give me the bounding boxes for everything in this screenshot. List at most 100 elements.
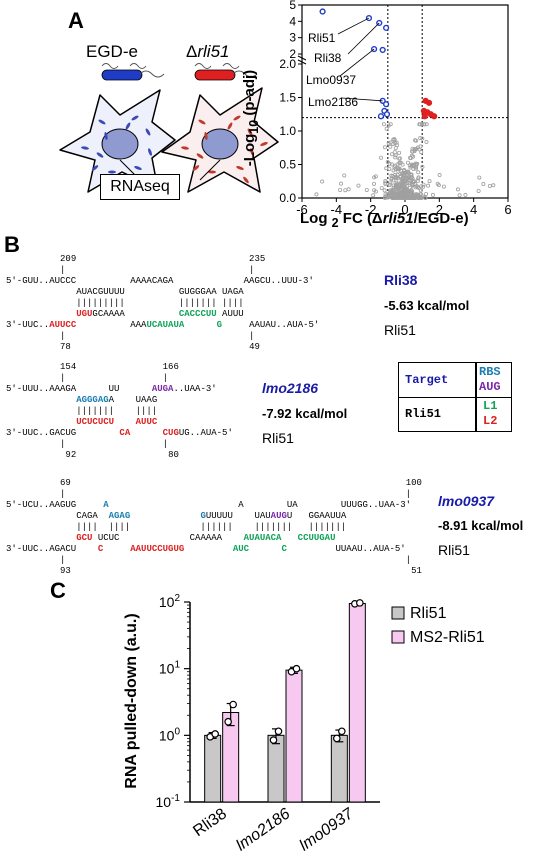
volcano-point-ns (424, 140, 429, 145)
volcano-point-ns (409, 175, 414, 180)
lmo0937-pos-100: 100 (405, 478, 422, 488)
legend-rbs-label: RBS (479, 365, 501, 379)
rli38-pos-78: 78 (60, 342, 71, 352)
volcano-point-ns (457, 193, 462, 198)
volcano-point-ns (402, 193, 407, 198)
volcano-point-ns (391, 168, 396, 173)
lmo2186-pos-154: 154 (60, 362, 77, 372)
volcano-point-ns (409, 153, 414, 158)
volcano-xtick-label: 4 (470, 202, 477, 217)
rli38-pos-209: 209 (60, 254, 77, 264)
volcano-point-ns (426, 183, 431, 188)
volcano-point-ns (379, 155, 384, 160)
volcano-point-ns (414, 138, 419, 143)
legend-aug-label: AUG (479, 380, 501, 394)
volcano-point-ns (414, 184, 419, 189)
volcano-point-ns (364, 187, 369, 192)
volcano-point-ns (320, 179, 325, 184)
replicate-point (274, 727, 283, 736)
volcano-point-ns (441, 184, 446, 189)
volcano-point-ns (403, 178, 408, 183)
volcano-point-up (421, 113, 428, 120)
volcano-point-ns (430, 192, 435, 197)
lmo0937-top-positions: 69 100 (6, 478, 422, 489)
volcano-point-ns (384, 166, 389, 171)
legend-target-label: Target (405, 373, 449, 387)
volcano-point-ns (405, 160, 410, 165)
volcano-point-ns (400, 171, 405, 176)
bar-category-label: Rli38 (190, 805, 230, 840)
lmo0937-pos-69: 69 (60, 478, 71, 488)
lmo0937-line1: 5'-UCU..AAGUG A A UA UUUGG..UAA-3' (6, 500, 412, 510)
volcano-point-ns (371, 193, 376, 198)
volcano-point-down (383, 111, 391, 118)
volcano-point-ns (391, 183, 396, 188)
bar-ytick-label: 10-1 (156, 793, 181, 810)
volcano-annotation: Lmo0937 (306, 73, 356, 87)
bar-rli51 (204, 734, 222, 803)
volcano-point-ns (390, 152, 395, 157)
volcano-annotation: Rli51 (308, 31, 336, 45)
volcano-point-ns (387, 166, 392, 171)
annotation-leader (347, 22, 380, 55)
volcano-point-ns (386, 195, 391, 200)
volcano-point-ns (381, 122, 386, 127)
volcano-point-ns (481, 182, 486, 187)
bar-ytick-label: 101 (159, 660, 181, 677)
rli38-title: Rli38 (384, 272, 418, 288)
lmo2186-bottom-positions: 92 80 (6, 450, 178, 461)
seq-l1: G (216, 320, 223, 330)
host-cell-right (161, 87, 279, 193)
volcano-point-ns (414, 164, 419, 169)
volcano-point-ns (342, 173, 347, 178)
volcano-point-ns (373, 174, 378, 179)
panel-label-b: B (4, 232, 20, 257)
sequence-legend: Target RBS AUG Rli51 L1 L2 (398, 362, 512, 432)
rli38-line5: 3'-UUC..AUUCC AAAUCAUAUA G AAUAU..AUA-5' (6, 320, 319, 331)
volcano-point-up (431, 113, 438, 120)
lmo2186-energy: -7.92 kcal/mol (262, 406, 348, 421)
lmo0937-pos-51: 51 (411, 566, 422, 576)
lmo0937-bottom-ticks: | | (6, 555, 412, 565)
volcano-point-ns (403, 173, 408, 178)
volcano-point-ns (455, 187, 460, 192)
volcano-point-ns (390, 195, 395, 200)
lmo2186-top-positions: 154 166 (6, 362, 179, 373)
volcano-ytick-label: 2 (289, 47, 296, 61)
volcano-point-ns (410, 149, 415, 154)
annotation-leader (341, 97, 383, 102)
volcano-point-ns (417, 122, 422, 127)
annotation-leader (337, 17, 370, 35)
seq-seg: GCAAAA (92, 309, 179, 319)
legend-l1-label: L1 (483, 399, 498, 413)
volcano-point-ns (346, 187, 351, 192)
seq-seg (184, 320, 216, 330)
bar-chart: 10-1 100 101 102 Rli38 lmo2186 lmo0937 Rli51 MS… (156, 593, 485, 854)
replicate-point (338, 727, 346, 736)
volcano-point-ns (410, 183, 415, 188)
bar-rli51 (267, 734, 285, 803)
volcano-point-ns (421, 184, 426, 189)
volcano-ytick-label: 4 (289, 14, 296, 28)
volcano-point-ns (389, 177, 394, 182)
volcano-point-ns (421, 182, 426, 187)
seq-seg: AAUAU..AUA-5' (222, 320, 320, 330)
legend-series-label: MS2-Rli51 (410, 629, 485, 646)
volcano-point-ns (383, 180, 388, 185)
rli38-partner: Rli51 (384, 322, 416, 338)
volcano-point-ns (400, 162, 405, 167)
volcano-point-ns (356, 183, 361, 188)
replicate-point (356, 599, 364, 607)
volcano-point-ns (382, 188, 387, 193)
volcano-point-ns (418, 195, 423, 200)
volcano-point-ns (409, 188, 414, 193)
volcano-point-ns (391, 142, 396, 147)
replicate-point (229, 700, 237, 709)
volcano-point-ns (407, 191, 412, 196)
volcano-points (314, 8, 496, 200)
lmo2186-line5: 3'-UUC..GACUG CA CUGUG..AUA-5' (6, 428, 233, 438)
lmo0937-bottom-positions: 93 51 (6, 566, 422, 577)
volcano-ytick-label: 0.0 (279, 191, 296, 205)
volcano-point-down (383, 24, 390, 31)
